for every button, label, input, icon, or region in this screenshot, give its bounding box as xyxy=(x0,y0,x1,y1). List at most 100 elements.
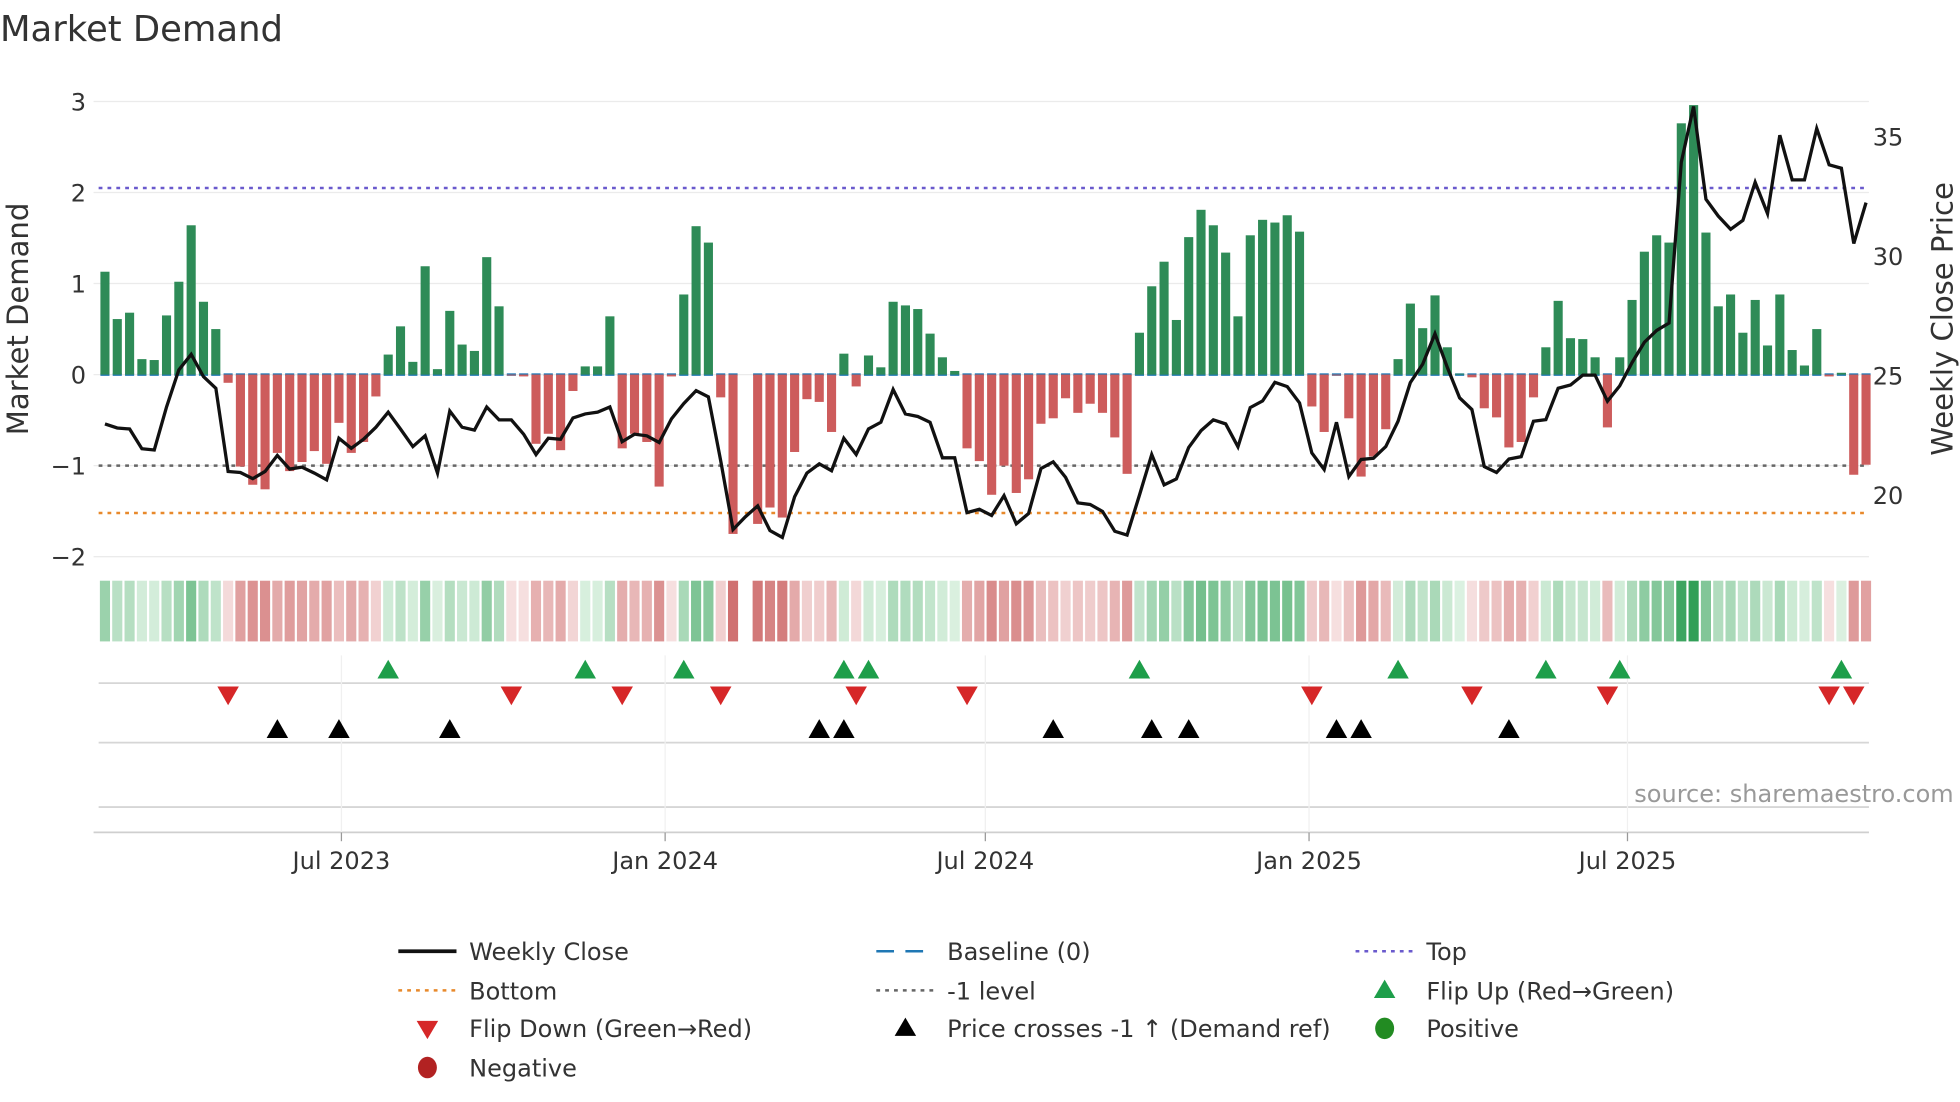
heat-cell xyxy=(1245,580,1256,642)
heat-cell xyxy=(789,580,800,642)
heat-cell xyxy=(1429,580,1441,642)
demand-bar xyxy=(1405,303,1415,375)
demand-bar xyxy=(679,294,689,375)
heat-cell xyxy=(173,580,184,642)
demand-bar xyxy=(753,374,763,524)
y2-tick-label: 20 xyxy=(1873,482,1904,510)
demand-bar xyxy=(1455,373,1465,375)
demand-bar xyxy=(1381,374,1391,430)
demand-bar xyxy=(198,301,209,375)
heat-cell xyxy=(235,580,246,642)
heat-cell xyxy=(974,580,985,642)
demand-bar xyxy=(1861,374,1871,465)
demand-bar xyxy=(161,315,172,375)
demand-bar xyxy=(1184,237,1194,375)
heat-cell xyxy=(678,580,689,642)
flip-up-marker xyxy=(574,659,596,679)
heat-cell xyxy=(1639,580,1650,642)
demand-bar xyxy=(125,312,135,375)
demand-bar xyxy=(112,319,122,375)
legend-label: Flip Up (Red→Green) xyxy=(1426,977,1674,1005)
demand-bar xyxy=(1565,338,1576,375)
demand-bar xyxy=(1689,105,1699,375)
heat-cell xyxy=(1725,580,1736,642)
heat-cell xyxy=(1503,580,1514,642)
price-cross-marker xyxy=(808,719,830,738)
heat-cell xyxy=(1663,580,1675,642)
demand-bar xyxy=(962,374,972,449)
heat-cell xyxy=(1614,580,1625,642)
demand-bar xyxy=(1073,374,1083,413)
demand-bar xyxy=(334,374,344,423)
heat-cell xyxy=(826,580,837,642)
x-tick-label: Jul 2024 xyxy=(934,847,1034,875)
heat-cell xyxy=(1195,580,1207,642)
left-axis-label: Market Demand xyxy=(1,203,35,436)
heat-cell xyxy=(1836,580,1847,642)
flip-up-marker xyxy=(377,659,399,679)
heat-cell xyxy=(900,580,911,642)
legend-label: -1 level xyxy=(947,977,1036,1005)
flip-down-marker xyxy=(611,686,633,706)
demand-bar xyxy=(925,333,935,375)
demand-bar xyxy=(297,374,307,463)
demand-bar xyxy=(309,374,319,452)
event-markers xyxy=(217,659,1865,738)
heat-cell xyxy=(604,580,615,642)
heat-cell xyxy=(1417,580,1428,642)
demand-bar xyxy=(937,357,947,375)
heat-cell xyxy=(481,580,492,642)
demand-bar xyxy=(149,360,159,375)
flip-down-marker xyxy=(1596,686,1619,706)
heat-cell xyxy=(1528,580,1539,642)
demand-bar xyxy=(1331,374,1342,376)
demand-bar xyxy=(445,310,455,375)
heat-cell xyxy=(1085,580,1096,642)
heat-cell xyxy=(333,580,345,642)
demand-bar xyxy=(260,374,270,490)
demand-bar xyxy=(322,374,332,464)
heat-cell xyxy=(272,580,283,642)
heat-cell xyxy=(223,580,234,642)
heat-cell xyxy=(444,580,455,642)
demand-bar xyxy=(211,329,221,375)
flip-down-marker xyxy=(1818,686,1840,706)
demand-bar xyxy=(1307,374,1317,407)
heat-cell xyxy=(99,580,111,642)
x-axis-ticks: Jul 2023 Jan 2024 Jul 2024 Jan 2025 Jul 2025 xyxy=(291,832,1676,875)
demand-bar xyxy=(1024,374,1034,480)
demand-bar xyxy=(1812,329,1822,375)
flip-up-marker xyxy=(1830,659,1853,679)
heat-cell xyxy=(1356,580,1367,642)
demand-bar xyxy=(1258,219,1268,375)
heat-cell xyxy=(284,580,295,642)
demand-bar xyxy=(999,374,1009,466)
heat-cell xyxy=(1306,580,1317,642)
heat-cell xyxy=(1097,580,1108,642)
flip-up-marker xyxy=(1387,659,1409,679)
heat-cell xyxy=(1824,580,1835,642)
x-tick-label: Jan 2025 xyxy=(1254,847,1362,875)
demand-bar xyxy=(1196,209,1206,375)
flip-down-marker xyxy=(1301,686,1323,706)
heat-cell xyxy=(1626,580,1638,642)
demand-bar xyxy=(408,361,418,375)
heat-cell xyxy=(112,580,123,642)
right-axis-ticks: 35 30 25 20 xyxy=(1873,124,1904,510)
demand-bar xyxy=(728,374,738,534)
heat-cell xyxy=(851,580,862,642)
demand-bar xyxy=(703,242,713,375)
y-tick-label: 3 xyxy=(71,88,86,116)
heat-cell xyxy=(1774,580,1785,642)
heat-cell xyxy=(198,580,209,642)
right-axis-label: Weekly Close Price xyxy=(1925,182,1959,456)
demand-bar xyxy=(1159,261,1169,375)
chart-title: Market Demand xyxy=(0,9,283,50)
source-credit: source: sharemaestro.com xyxy=(1634,780,1953,808)
heat-cell xyxy=(666,580,677,642)
heat-cell xyxy=(186,580,197,642)
demand-bar xyxy=(863,355,874,375)
heat-cell xyxy=(259,580,271,642)
demand-bar xyxy=(1849,374,1859,475)
